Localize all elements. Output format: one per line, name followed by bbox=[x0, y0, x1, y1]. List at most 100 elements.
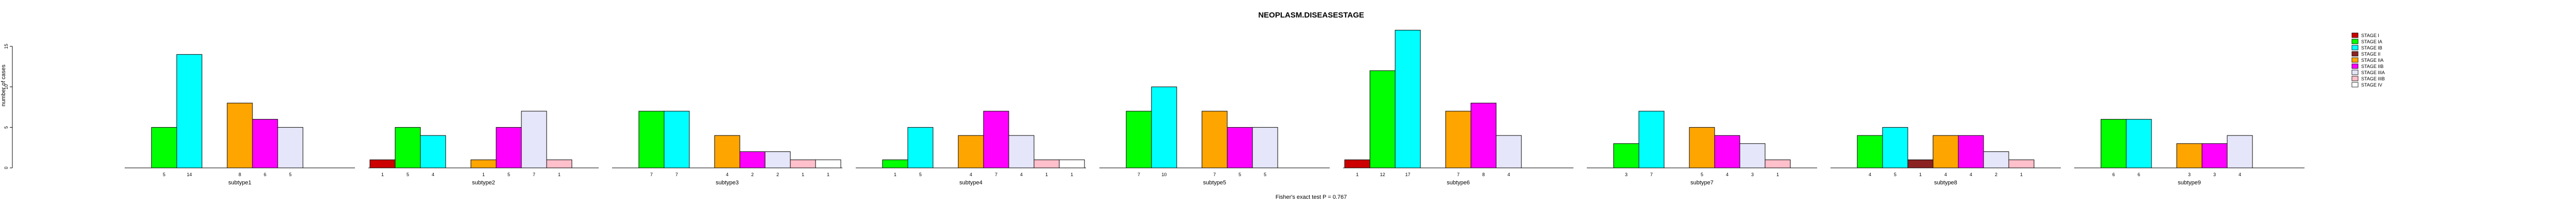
bar-subtype9-stage-iib bbox=[2201, 143, 2228, 168]
bar-count-label: 1 bbox=[1356, 172, 1359, 177]
bar-subtype1-stage-ia bbox=[151, 127, 177, 168]
bar-count-label: 1 bbox=[1071, 172, 1073, 177]
bar-count-label: 1 bbox=[1045, 172, 1048, 177]
group-label: subtype8 bbox=[1934, 180, 1957, 186]
bar-count-label: 5 bbox=[1701, 172, 1703, 177]
bar-subtype3-stage-ib bbox=[664, 111, 690, 168]
bar-count-label: 7 bbox=[650, 172, 653, 177]
group-label: subtype3 bbox=[716, 180, 739, 186]
legend-swatch bbox=[2351, 51, 2359, 57]
bar-group-subtype4: 1 5 4 7 4 1 1 subtype4 bbox=[856, 111, 1086, 186]
bar-subtype1-stage-iiia bbox=[277, 127, 303, 168]
bar-subtype3-stage-iiia bbox=[765, 151, 791, 168]
bar-count-label: 1 bbox=[2020, 172, 2023, 177]
group-label: subtype5 bbox=[1203, 180, 1226, 186]
bar-count-label: 4 bbox=[726, 172, 728, 177]
y-tick-label: 0 bbox=[4, 166, 9, 169]
group-label: subtype7 bbox=[1690, 180, 1714, 186]
bar-count-label: 7 bbox=[1213, 172, 1216, 177]
bar-subtype5-stage-iia bbox=[1201, 111, 1228, 168]
bar-count-label: 2 bbox=[751, 172, 754, 177]
bar-count-label: 7 bbox=[1457, 172, 1460, 177]
bar-count-label: 5 bbox=[406, 172, 409, 177]
bar-count-label: 7 bbox=[675, 172, 678, 177]
bar-subtype5-stage-iiia bbox=[1252, 127, 1278, 168]
bar-count-label: 1 bbox=[1776, 172, 1779, 177]
bar-count-label: 1 bbox=[1919, 172, 1922, 177]
legend-swatch bbox=[2351, 39, 2359, 44]
bar-subtype7-stage-iia bbox=[1689, 127, 1715, 168]
bar-count-label: 3 bbox=[2213, 172, 2216, 177]
bar-subtype3-stage-iia bbox=[714, 135, 740, 168]
bar-subtype5-stage-ia bbox=[1126, 111, 1152, 168]
bar-group-subtype9: 6 6 3 3 4 subtype9 bbox=[2074, 119, 2304, 186]
bar-subtype2-stage-ia bbox=[395, 127, 421, 168]
bar-subtype4-stage-iv bbox=[1059, 159, 1085, 168]
bar-count-label: 17 bbox=[1405, 172, 1410, 177]
legend-swatch bbox=[2351, 63, 2359, 69]
legend-label: STAGE IIIB bbox=[2361, 76, 2385, 81]
bar-subtype6-stage-ia bbox=[1369, 70, 1396, 168]
bar-subtype4-stage-iiia bbox=[1008, 135, 1035, 168]
group-label: subtype1 bbox=[228, 180, 251, 186]
group-label: subtype6 bbox=[1447, 180, 1470, 186]
group-label: subtype4 bbox=[959, 180, 982, 186]
bar-count-label: 4 bbox=[1726, 172, 1728, 177]
chart-title: NEOPLASM.DISEASESTAGE bbox=[1258, 11, 1364, 20]
bar-count-label: 7 bbox=[1138, 172, 1140, 177]
legend-label: STAGE I bbox=[2361, 33, 2379, 38]
bar-subtype2-stage-iib bbox=[496, 127, 522, 168]
bar-count-label: 7 bbox=[533, 172, 535, 177]
bar-count-label: 4 bbox=[970, 172, 972, 177]
bar-subtype8-stage-ii bbox=[1907, 159, 1934, 168]
bar-count-label: 14 bbox=[187, 172, 192, 177]
bar-count-label: 5 bbox=[919, 172, 922, 177]
bar-subtype4-stage-iiib bbox=[1033, 159, 1060, 168]
bar-count-label: 7 bbox=[995, 172, 997, 177]
legend-label: STAGE IV bbox=[2361, 82, 2382, 88]
bar-count-label: 5 bbox=[1264, 172, 1266, 177]
bar-group-subtype7: 3 7 5 4 3 1 subtype7 bbox=[1587, 111, 1817, 186]
group-label: subtype2 bbox=[472, 180, 495, 186]
bar-subtype6-stage-ib bbox=[1395, 30, 1421, 168]
bar-subtype3-stage-iib bbox=[739, 151, 766, 168]
bar-count-label: 5 bbox=[289, 172, 292, 177]
bar-subtype9-stage-ib bbox=[2126, 119, 2152, 168]
bar-count-label: 1 bbox=[827, 172, 829, 177]
bar-count-label: 4 bbox=[1869, 172, 1871, 177]
bar-group-subtype3: 7 7 4 2 2 1 1 subtype3 bbox=[612, 111, 842, 186]
bar-count-label: 3 bbox=[1751, 172, 1754, 177]
legend-label: STAGE IB bbox=[2361, 45, 2382, 50]
bar-subtype6-stage-iiia bbox=[1496, 135, 1522, 168]
bar-count-label: 5 bbox=[1894, 172, 1896, 177]
bar-subtype8-stage-ia bbox=[1857, 135, 1883, 168]
legend-label: STAGE IIA bbox=[2361, 58, 2383, 63]
bar-count-label: 8 bbox=[1482, 172, 1485, 177]
bar-subtype9-stage-ia bbox=[2100, 119, 2127, 168]
legend-swatch bbox=[2351, 82, 2359, 88]
bar-subtype8-stage-iiib bbox=[2008, 159, 2035, 168]
bar-count-label: 4 bbox=[432, 172, 434, 177]
bar-count-label: 4 bbox=[1020, 172, 1023, 177]
y-tick-label: 5 bbox=[4, 126, 9, 129]
bar-count-label: 1 bbox=[802, 172, 804, 177]
bar-count-label: 1 bbox=[482, 172, 485, 177]
legend-label: STAGE II bbox=[2361, 52, 2380, 57]
bar-subtype2-stage-iiia bbox=[521, 111, 547, 168]
bar-group-subtype5: 7 10 7 5 5 subtype5 bbox=[1099, 87, 1330, 186]
bar-group-subtype8: 4 5 1 4 4 2 1 subtype8 bbox=[1831, 127, 2061, 186]
bar-subtype2-stage-iiib bbox=[546, 159, 572, 168]
legend-swatch bbox=[2351, 45, 2359, 50]
bar-group-subtype2: 1 5 4 1 5 7 1 subtype2 bbox=[368, 111, 599, 186]
bar-subtype6-stage-iib bbox=[1470, 102, 1497, 168]
bar-count-label: 2 bbox=[776, 172, 779, 177]
bar-count-label: 5 bbox=[1239, 172, 1241, 177]
bar-count-label: 1 bbox=[894, 172, 896, 177]
bar-count-label: 6 bbox=[2112, 172, 2115, 177]
y-tick-label: 15 bbox=[4, 44, 9, 49]
bar-subtype1-stage-ib bbox=[176, 54, 202, 168]
legend-swatch bbox=[2351, 57, 2359, 63]
